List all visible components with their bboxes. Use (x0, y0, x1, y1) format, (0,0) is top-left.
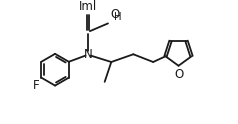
Text: O: O (174, 68, 183, 81)
Text: N: N (84, 48, 93, 61)
Text: F: F (33, 78, 40, 92)
Text: Iml: Iml (79, 0, 97, 13)
Text: O: O (110, 8, 119, 21)
Text: H: H (114, 12, 122, 22)
